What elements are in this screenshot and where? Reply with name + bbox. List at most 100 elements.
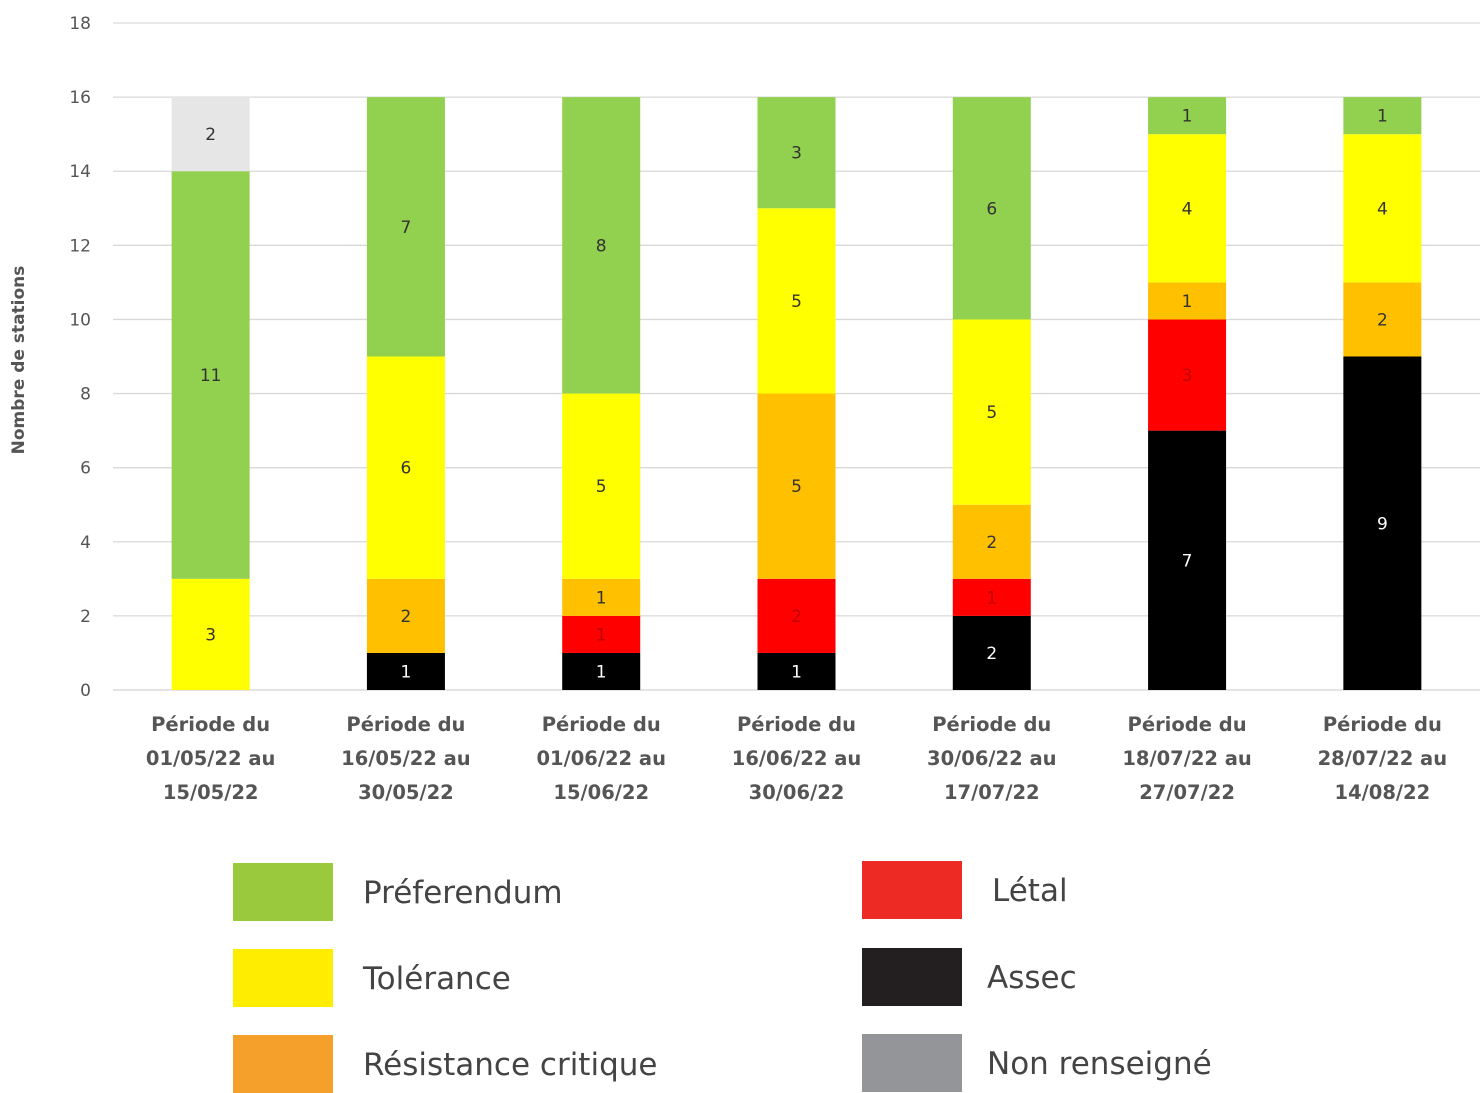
bar-resistance-critique-6 xyxy=(1343,282,1422,357)
data-label-tolerance-5: 4 xyxy=(1182,199,1193,219)
bar-resistance-critique-3 xyxy=(757,393,836,579)
legend: Préferendum Tolérance Résistance critiqu… xyxy=(233,860,1333,1093)
bar-assec-6 xyxy=(1343,356,1422,690)
x-tick-label-2-1: 01/06/22 au xyxy=(536,747,665,770)
y-tick-label-12: 12 xyxy=(69,236,91,256)
bar-tolerance-1 xyxy=(366,356,445,579)
data-label-non-renseigne-0: 2 xyxy=(205,125,216,145)
data-label-preferendum-5: 1 xyxy=(1182,107,1193,127)
data-label-preferendum-3: 3 xyxy=(791,144,802,164)
y-axis-ticks: 0 2 4 6 8 10 12 14 16 18 xyxy=(69,14,91,701)
data-label-assec-5: 7 xyxy=(1182,551,1193,571)
bar-tolerance-0 xyxy=(171,578,250,690)
x-tick-label-1-0: Période du xyxy=(346,713,465,736)
x-axis-ticks: Période du 01/05/22 au 15/05/22 Période du 1… xyxy=(146,713,1447,804)
data-label-preferendum-0: 11 xyxy=(200,366,222,386)
legend-swatch-preferendum xyxy=(233,863,333,921)
data-label-letal-4: 1 xyxy=(986,588,997,608)
bar-preferendum-3 xyxy=(757,97,836,209)
bar-assec-3 xyxy=(757,652,836,690)
data-label-assec-4: 2 xyxy=(986,644,997,664)
x-tick-label-0-1: 01/05/22 au xyxy=(146,747,275,770)
data-label-tolerance-0: 3 xyxy=(205,625,216,645)
bar-preferendum-0 xyxy=(171,171,250,579)
data-label-letal-2: 1 xyxy=(596,625,607,645)
bar-letal-3 xyxy=(757,578,836,653)
bar-tolerance-2 xyxy=(562,393,641,579)
data-label-resistance-critique-6: 2 xyxy=(1377,310,1388,330)
data-label-letal-3: 2 xyxy=(791,607,802,627)
bar-assec-4 xyxy=(952,615,1031,690)
bar-resistance-critique-2 xyxy=(562,578,641,616)
y-tick-label-8: 8 xyxy=(80,385,91,405)
bar-preferendum-4 xyxy=(952,97,1031,320)
x-tick-label-0-0: Période du xyxy=(151,713,270,736)
data-label-tolerance-6: 4 xyxy=(1377,199,1388,219)
data-label-tolerance-3: 5 xyxy=(791,292,802,312)
y-tick-label-10: 10 xyxy=(69,310,91,330)
y-axis-label: Nombre de stations xyxy=(4,220,34,500)
legend-label-tolerance: Tolérance xyxy=(363,961,511,997)
data-label-resistance-critique-1: 2 xyxy=(401,607,412,627)
data-label-assec-2: 1 xyxy=(596,662,607,682)
x-tick-label-6-1: 28/07/22 au xyxy=(1318,747,1447,770)
x-tick-label-6-2: 14/08/22 xyxy=(1335,781,1431,804)
y-tick-label-6: 6 xyxy=(80,459,91,479)
legend-swatch-letal xyxy=(862,861,962,919)
bar-tolerance-6 xyxy=(1343,134,1422,283)
legend-label-assec: Assec xyxy=(987,960,1077,996)
y-tick-label-0: 0 xyxy=(80,681,91,701)
x-tick-label-5-1: 18/07/22 au xyxy=(1122,747,1251,770)
y-tick-label-4: 4 xyxy=(80,533,91,553)
y-tick-label-2: 2 xyxy=(80,607,91,627)
data-label-assec-3: 1 xyxy=(791,662,802,682)
x-tick-label-5-0: Période du xyxy=(1128,713,1247,736)
legend-label-resistance-critique: Résistance critique xyxy=(363,1047,658,1083)
data-label-tolerance-2: 5 xyxy=(596,477,607,497)
x-tick-label-0-2: 15/05/22 xyxy=(163,781,259,804)
data-label-resistance-critique-2: 1 xyxy=(596,588,607,608)
y-tick-label-16: 16 xyxy=(69,88,91,108)
x-tick-label-4-0: Période du xyxy=(932,713,1051,736)
x-tick-label-2-2: 15/06/22 xyxy=(553,781,649,804)
legend-swatch-tolerance xyxy=(233,949,333,1007)
data-label-resistance-critique-5: 1 xyxy=(1182,292,1193,312)
bar-non-renseigne-0 xyxy=(171,97,250,172)
bar-assec-2 xyxy=(562,652,641,690)
legend-label-non-renseigne: Non renseigné xyxy=(987,1046,1212,1082)
bar-preferendum-1 xyxy=(366,97,445,357)
x-tick-label-2-0: Période du xyxy=(542,713,661,736)
x-tick-label-6-0: Période du xyxy=(1323,713,1442,736)
bars xyxy=(171,97,1422,690)
bar-resistance-critique-4 xyxy=(952,504,1031,579)
x-tick-label-3-0: Période du xyxy=(737,713,856,736)
data-label-resistance-critique-4: 2 xyxy=(986,533,997,553)
data-label-preferendum-2: 8 xyxy=(596,236,607,256)
bar-letal-4 xyxy=(952,578,1031,616)
data-label-tolerance-1: 6 xyxy=(401,459,412,479)
x-tick-label-1-1: 16/05/22 au xyxy=(341,747,470,770)
y-tick-label-18: 18 xyxy=(69,14,91,34)
data-label-preferendum-4: 6 xyxy=(986,199,997,219)
bar-tolerance-3 xyxy=(757,208,836,394)
data-label-tolerance-4: 5 xyxy=(986,403,997,423)
data-label-resistance-critique-3: 5 xyxy=(791,477,802,497)
y-tick-label-14: 14 xyxy=(69,162,91,182)
bar-preferendum-2 xyxy=(562,97,641,394)
bar-preferendum-5 xyxy=(1148,97,1227,135)
bar-tolerance-5 xyxy=(1148,134,1227,283)
data-label-preferendum-1: 7 xyxy=(401,218,412,238)
bar-assec-1 xyxy=(366,652,445,690)
data-label-letal-5: 3 xyxy=(1182,366,1193,386)
legend-swatch-non-renseigne xyxy=(862,1034,962,1092)
legend-label-preferendum: Préferendum xyxy=(363,875,563,911)
bar-letal-5 xyxy=(1148,319,1227,431)
bar-resistance-critique-5 xyxy=(1148,282,1227,320)
x-tick-label-4-2: 17/07/22 xyxy=(944,781,1040,804)
x-tick-label-3-2: 30/06/22 xyxy=(749,781,845,804)
x-tick-label-4-1: 30/06/22 au xyxy=(927,747,1056,770)
data-label-preferendum-6: 1 xyxy=(1377,107,1388,127)
legend-label-letal: Létal xyxy=(992,873,1068,909)
legend-swatch-assec xyxy=(862,948,962,1006)
